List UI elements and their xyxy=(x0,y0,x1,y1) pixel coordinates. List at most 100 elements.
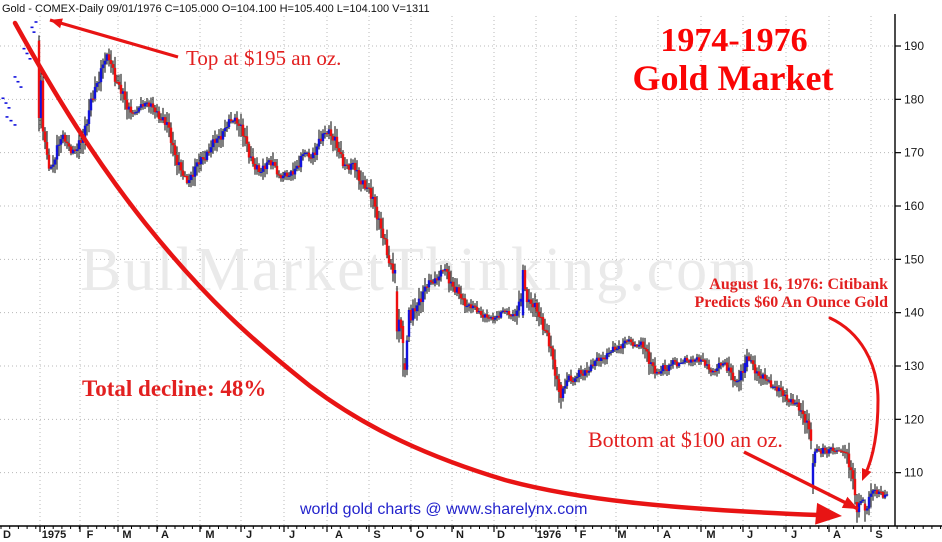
candle-body xyxy=(677,363,681,367)
candle-body xyxy=(621,343,625,349)
y-tick-label: 160 xyxy=(904,199,924,213)
candle-body xyxy=(139,104,143,108)
candle-body xyxy=(243,135,247,138)
candle-body xyxy=(595,357,599,362)
pre-session-dash xyxy=(13,76,17,78)
candle-body xyxy=(707,364,711,370)
annotation-citibank-line1: August 16, 1976: Citibank xyxy=(709,276,888,293)
candle-body xyxy=(175,155,179,166)
quote-header: Gold - COMEX-Daily 09/01/1976 C=105.000 … xyxy=(2,3,430,15)
candle-body xyxy=(497,315,501,318)
candle-body xyxy=(231,121,235,123)
x-tick-label: F xyxy=(580,529,587,541)
candle-body xyxy=(251,156,255,164)
candle-body xyxy=(333,136,337,141)
candle-body xyxy=(739,371,743,381)
candle-body xyxy=(85,123,89,126)
x-tick-label: M xyxy=(617,529,626,541)
candle-body xyxy=(571,380,575,383)
candle-body xyxy=(697,357,701,362)
candle-body xyxy=(461,298,465,300)
candle-body xyxy=(255,165,259,170)
candle-body xyxy=(735,381,739,383)
candle-body xyxy=(65,141,69,144)
candle-body xyxy=(719,363,723,366)
x-tick-label: J xyxy=(747,529,753,541)
candle-body xyxy=(477,311,481,313)
candle-body xyxy=(245,136,249,144)
x-tick-label: M xyxy=(122,529,131,541)
candle-body xyxy=(81,138,85,143)
candle-body xyxy=(491,317,495,320)
candle-body xyxy=(547,332,551,347)
candle-body xyxy=(827,449,831,454)
candle-body xyxy=(133,112,137,114)
y-tick-label: 150 xyxy=(904,252,924,266)
annotation-citibank-line2: Predicts $60 An Ounce Gold xyxy=(695,294,889,311)
x-tick-label: A xyxy=(161,529,169,541)
candle-body xyxy=(407,309,411,337)
candle-body xyxy=(405,340,409,370)
candle-body xyxy=(853,478,857,496)
candle-body xyxy=(253,163,257,170)
candle-body xyxy=(73,149,77,152)
candle-body xyxy=(287,175,291,177)
candle-body xyxy=(463,298,467,307)
credit-link[interactable]: world gold charts @ www.sharelynx.com xyxy=(299,501,587,518)
annotation-total-decline: Total decline: 48% xyxy=(82,376,266,401)
candle-body xyxy=(439,270,443,277)
candle-body xyxy=(429,280,433,283)
candle-body xyxy=(513,314,517,316)
candle-body xyxy=(551,348,555,360)
candle-body xyxy=(445,269,449,272)
candle-body xyxy=(189,174,193,181)
candle-body xyxy=(683,357,687,363)
candle-body xyxy=(665,369,669,371)
candle-body xyxy=(679,362,683,364)
candle-body xyxy=(131,112,135,114)
candle-body xyxy=(319,138,323,142)
candle-body xyxy=(415,305,419,312)
candle-body xyxy=(559,384,563,398)
candle-body xyxy=(871,490,875,494)
candle-body xyxy=(233,117,237,122)
candle-body xyxy=(487,317,491,319)
candle-body xyxy=(727,367,731,371)
candle-body xyxy=(197,162,201,165)
candle-body xyxy=(565,380,569,387)
candle-body xyxy=(303,152,307,155)
x-tick-label: M xyxy=(205,529,214,541)
candle-body xyxy=(129,106,133,113)
candle-body xyxy=(617,346,621,349)
candle-body xyxy=(323,132,327,135)
candle-body xyxy=(485,314,489,318)
candle-body xyxy=(365,187,369,189)
candle-body xyxy=(687,360,691,363)
candle-body xyxy=(763,374,767,380)
candle-body xyxy=(313,152,317,155)
candle-body xyxy=(43,131,47,143)
candle-body xyxy=(517,301,521,311)
candle-body xyxy=(41,80,45,132)
decline-arrow-curve xyxy=(12,20,821,518)
candle-body xyxy=(161,117,165,121)
candle-body xyxy=(115,81,119,83)
candle-body xyxy=(759,375,763,379)
candle-body xyxy=(325,132,329,135)
pre-session-dash xyxy=(19,86,23,88)
candle-body xyxy=(215,138,219,143)
candle-body xyxy=(311,152,315,159)
candle-body xyxy=(783,394,787,396)
candle-body xyxy=(401,325,405,344)
candle-body xyxy=(247,143,251,158)
candle-body xyxy=(257,165,261,172)
candle-body xyxy=(605,353,609,360)
citibank-arrow-curve xyxy=(828,316,880,477)
candle-body xyxy=(823,447,827,451)
candle-body xyxy=(817,448,821,451)
candle-body xyxy=(87,110,91,124)
candle-body xyxy=(869,493,873,497)
candle-body xyxy=(421,291,425,302)
candle-body xyxy=(79,140,83,143)
x-tick-label: 1976 xyxy=(537,529,561,541)
